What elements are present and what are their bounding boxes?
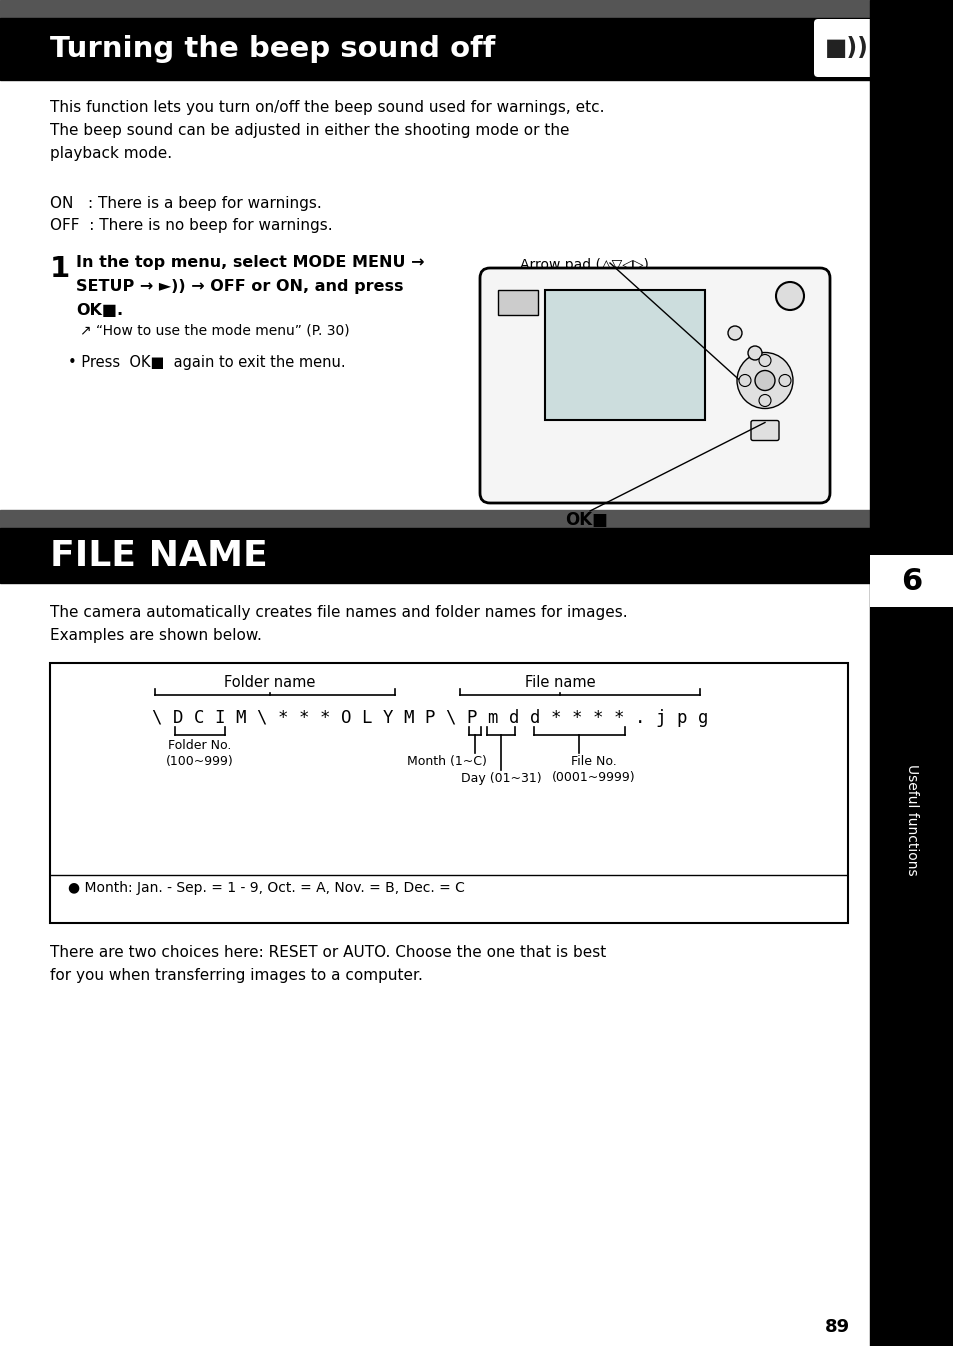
Text: 6: 6 [901, 567, 922, 595]
Text: 89: 89 [824, 1318, 849, 1337]
Circle shape [759, 354, 770, 366]
FancyBboxPatch shape [750, 420, 779, 440]
Bar [0, 510, 869, 528]
Circle shape [779, 374, 790, 386]
Text: • Press  OK■  again to exit the menu.: • Press OK■ again to exit the menu. [68, 355, 345, 370]
Text: ↗ “How to use the mode menu” (P. 30): ↗ “How to use the mode menu” (P. 30) [80, 323, 349, 336]
Circle shape [754, 370, 774, 390]
Circle shape [759, 394, 770, 406]
Text: \ D C I M \ * * * O L Y M P \ P m d d * * * * . j p g: \ D C I M \ * * * O L Y M P \ P m d d * … [152, 709, 707, 727]
Circle shape [775, 283, 803, 310]
Text: FILE NAME: FILE NAME [50, 538, 268, 572]
Bar [0, 17, 869, 79]
Bar [869, 555, 953, 607]
Text: ■)): ■)) [824, 36, 868, 61]
Circle shape [727, 326, 741, 341]
Text: Arrow pad (△▽◁▷): Arrow pad (△▽◁▷) [519, 258, 648, 272]
Bar [50, 664, 847, 923]
Bar [544, 289, 704, 420]
Text: ON   : There is a beep for warnings.: ON : There is a beep for warnings. [50, 197, 321, 211]
Text: There are two choices here: RESET or AUTO. Choose the one that is best
for you w: There are two choices here: RESET or AUT… [50, 945, 605, 983]
Bar [869, 0, 953, 1346]
Text: OFF  : There is no beep for warnings.: OFF : There is no beep for warnings. [50, 218, 333, 233]
Text: Useful functions: Useful functions [904, 765, 918, 876]
Bar [497, 289, 537, 315]
FancyBboxPatch shape [813, 19, 879, 77]
Text: The camera automatically creates file names and folder names for images.
Example: The camera automatically creates file na… [50, 604, 627, 643]
Text: File name: File name [524, 674, 595, 690]
Text: This function lets you turn on/off the beep sound used for warnings, etc.
The be: This function lets you turn on/off the b… [50, 100, 604, 160]
Text: Day (01~31): Day (01~31) [460, 773, 540, 785]
Text: Turning the beep sound off: Turning the beep sound off [50, 35, 495, 63]
Text: In the top menu, select MODE MENU →
SETUP → ►)) → OFF or ON, and press
OK■.: In the top menu, select MODE MENU → SETU… [76, 254, 424, 318]
Text: Folder name: Folder name [224, 674, 315, 690]
Text: ● Month: Jan. - Sep. = 1 - 9, Oct. = A, Nov. = B, Dec. = C: ● Month: Jan. - Sep. = 1 - 9, Oct. = A, … [68, 882, 464, 895]
Circle shape [747, 346, 761, 359]
Circle shape [739, 374, 750, 386]
Text: File No.
(0001~9999): File No. (0001~9999) [552, 755, 635, 785]
FancyBboxPatch shape [479, 268, 829, 503]
Text: OK■: OK■ [564, 511, 607, 529]
Bar [0, 0, 869, 17]
Text: Month (1~C): Month (1~C) [407, 755, 486, 769]
Circle shape [737, 353, 792, 408]
Text: 1: 1 [50, 254, 71, 283]
Text: Folder No.
(100~999): Folder No. (100~999) [166, 739, 233, 769]
Bar [0, 528, 869, 583]
